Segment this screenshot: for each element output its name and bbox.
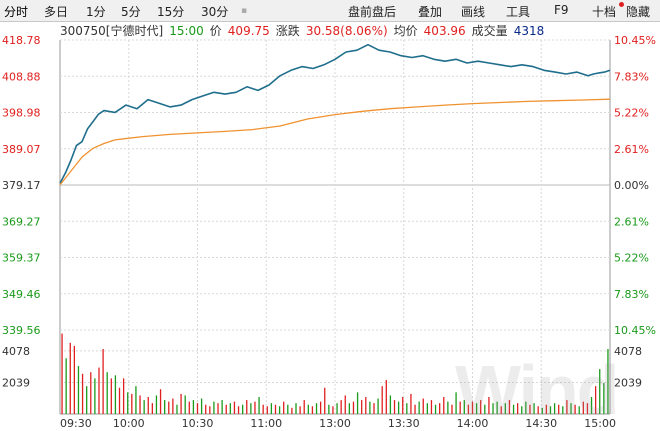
x-tick: 14:00 xyxy=(457,417,489,430)
y-tick-left: 398.98 xyxy=(2,107,41,120)
avg-price-value: 403.96 xyxy=(423,24,466,38)
volume-tick-right: 2039 xyxy=(614,376,642,389)
y-tick-left: 389.07 xyxy=(2,143,41,156)
y-tick-right: 10.45% xyxy=(614,324,656,337)
avg-price-label: 均价 xyxy=(393,24,418,38)
y-tick-right: 0.00% xyxy=(614,179,649,192)
quote-info-bar: 300750[宁德时代] 15:00 价 409.75 涨跌 30.58(8.06%) 均价… xyxy=(60,22,550,38)
x-tick: 13:00 xyxy=(319,417,351,430)
y-tick-right: 5.22% xyxy=(614,252,649,265)
x-tick: 10:00 xyxy=(113,417,145,430)
y-tick-left: 379.17 xyxy=(2,179,41,192)
watermark-logo: Wind xyxy=(455,351,619,429)
tab-30min[interactable]: 30分 xyxy=(201,5,229,19)
price-value: 409.75 xyxy=(227,24,270,38)
y-tick-right: 7.83% xyxy=(614,70,649,83)
volume-label: 成交量 xyxy=(471,24,508,38)
x-tick: 11:00 xyxy=(250,417,282,430)
volume-tick-left: 2039 xyxy=(2,376,30,389)
y-tick-left: 339.56 xyxy=(2,324,41,337)
y-tick-left: 369.27 xyxy=(2,215,41,228)
y-tick-left: 408.88 xyxy=(2,70,41,83)
y-tick-right: 2.61% xyxy=(614,143,649,156)
volume-tick-right: 4078 xyxy=(614,345,642,358)
draw-line-button[interactable]: 画线 xyxy=(461,5,486,19)
x-tick: 15:00 xyxy=(584,417,616,430)
x-tick: 14:30 xyxy=(525,417,557,430)
x-tick: 10:30 xyxy=(182,417,214,430)
price-line xyxy=(59,43,611,184)
tab-intraday[interactable]: 分时 xyxy=(4,5,29,19)
y-tick-left: 418.78 xyxy=(2,34,41,47)
average-price-line xyxy=(59,98,611,186)
tab-15min[interactable]: 15分 xyxy=(157,5,185,19)
more-periods-icon[interactable]: ▪ xyxy=(241,6,248,16)
pre-post-market-button[interactable]: 盘前盘后 xyxy=(348,5,397,19)
y-tick-left: 349.46 xyxy=(2,288,41,301)
change-label: 涨跌 xyxy=(275,24,300,38)
price-label: 价 xyxy=(209,24,222,38)
y-tick-right: 2.61% xyxy=(614,215,649,228)
y-tick-right: 7.83% xyxy=(614,288,649,301)
y-tick-left: 359.37 xyxy=(2,252,41,265)
x-tick: 09:30 xyxy=(60,417,92,430)
x-tick: 13:30 xyxy=(388,417,420,430)
notification-dot-icon xyxy=(619,2,624,7)
y-tick-right: 10.45% xyxy=(614,34,656,47)
quote-time: 15:00 xyxy=(169,24,204,38)
volume-value: 4318 xyxy=(513,24,545,38)
change-value: 30.58(8.06%) xyxy=(305,24,388,38)
tab-1min[interactable]: 1分 xyxy=(86,5,106,19)
period-toolbar: 分时 多日 1分 5分 15分 30分 ▪ 盘前盘后 叠加 画线 工具 F9 十… xyxy=(0,0,660,22)
overlay-button[interactable]: 叠加 xyxy=(418,5,443,19)
stock-name: 300750[宁德时代] xyxy=(60,24,164,38)
hide-button[interactable]: 隐藏 xyxy=(626,5,651,19)
tools-button[interactable]: 工具 xyxy=(506,5,531,19)
ten-levels-button[interactable]: 十档 xyxy=(592,5,617,19)
volume-tick-left: 4078 xyxy=(2,345,30,358)
y-tick-right: 5.22% xyxy=(614,107,649,120)
tab-5min[interactable]: 5分 xyxy=(121,5,141,19)
f9-button[interactable]: F9 xyxy=(554,3,569,17)
tab-multi-day[interactable]: 多日 xyxy=(44,5,69,19)
